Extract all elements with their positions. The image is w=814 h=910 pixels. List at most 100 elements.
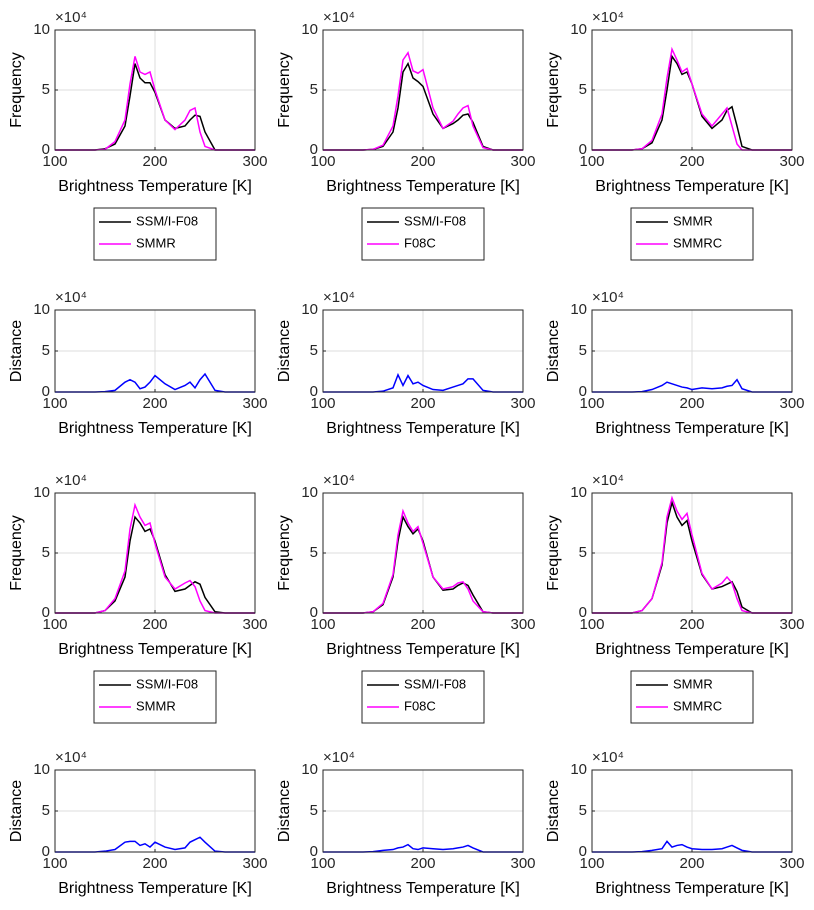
panel: 100 200 300 0 5 10 ×10⁴ Frequency Brightness Tem… bbox=[8, 9, 268, 261]
y-axis-label: Distance bbox=[8, 780, 25, 842]
x-tick-label: 300 bbox=[242, 395, 267, 412]
x-tick-label: 100 bbox=[42, 395, 67, 412]
y-tick-label: 5 bbox=[42, 544, 50, 561]
axes-box bbox=[322, 309, 524, 393]
x-tick-label: 300 bbox=[779, 855, 804, 872]
legend-label: SSM/I-F08 bbox=[404, 676, 466, 691]
x-tick-label: 200 bbox=[410, 855, 435, 872]
panel: 100 200 300 0 5 10 ×10⁴ Distance Brightness Temp… bbox=[8, 289, 267, 437]
axes-box bbox=[54, 492, 256, 614]
panel: 100 200 300 0 5 10 ×10⁴ Frequency Brightness Tem… bbox=[8, 472, 268, 724]
legend-label: SMMR bbox=[136, 235, 176, 250]
x-tick-label: 300 bbox=[779, 153, 804, 170]
x-axis-label: Brightness Temperature [K] bbox=[595, 420, 789, 437]
legend-box bbox=[93, 207, 217, 261]
y-multiplier: ×10⁴ bbox=[592, 749, 624, 766]
panel: 100 200 300 0 5 10 ×10⁴ Distance Brightness Temp… bbox=[545, 749, 804, 897]
x-tick-label: 300 bbox=[510, 153, 535, 170]
y-tick-label: 10 bbox=[33, 484, 50, 501]
y-axis-label: Frequency bbox=[276, 52, 293, 128]
legend-label: SMMR bbox=[136, 698, 176, 713]
x-tick-label: 200 bbox=[679, 616, 704, 633]
y-axis-label: Frequency bbox=[276, 515, 293, 591]
x-tick-label: 200 bbox=[679, 153, 704, 170]
y-tick-label: 0 bbox=[579, 383, 587, 400]
legend-label: SMMR bbox=[673, 213, 713, 228]
x-axis-label: Brightness Temperature [K] bbox=[58, 420, 252, 437]
x-tick-label: 100 bbox=[579, 153, 604, 170]
axes-box bbox=[591, 29, 793, 151]
data-line bbox=[592, 840, 792, 853]
y-axis-label: Frequency bbox=[545, 515, 562, 591]
y-multiplier: ×10⁴ bbox=[592, 9, 624, 26]
x-tick-label: 300 bbox=[779, 616, 804, 633]
legend-label: SMMRC bbox=[673, 698, 722, 713]
x-tick-label: 100 bbox=[310, 153, 335, 170]
y-tick-label: 0 bbox=[310, 843, 318, 860]
x-tick-label: 300 bbox=[242, 616, 267, 633]
y-multiplier: ×10⁴ bbox=[592, 472, 624, 489]
panel: 100 200 300 0 5 10 ×10⁴ Frequency Brightness Tem… bbox=[545, 9, 805, 261]
axes-box bbox=[322, 769, 524, 853]
x-tick-label: 200 bbox=[142, 616, 167, 633]
y-tick-label: 0 bbox=[42, 604, 50, 621]
y-tick-label: 10 bbox=[570, 484, 587, 501]
x-tick-label: 200 bbox=[410, 616, 435, 633]
y-tick-label: 10 bbox=[570, 301, 587, 318]
panel: 100 200 300 0 5 10 ×10⁴ Distance Brightness Temp… bbox=[276, 289, 535, 437]
y-tick-label: 0 bbox=[42, 843, 50, 860]
y-tick-label: 5 bbox=[310, 802, 318, 819]
x-axis-label: Brightness Temperature [K] bbox=[326, 420, 520, 437]
y-tick-label: 5 bbox=[42, 802, 50, 819]
x-axis-label: Brightness Temperature [K] bbox=[595, 178, 789, 195]
y-tick-label: 5 bbox=[310, 544, 318, 561]
data-line bbox=[55, 502, 255, 614]
x-axis-label: Brightness Temperature [K] bbox=[58, 178, 252, 195]
x-axis-label: Brightness Temperature [K] bbox=[595, 641, 789, 658]
y-axis-label: Distance bbox=[8, 320, 25, 382]
y-multiplier: ×10⁴ bbox=[323, 472, 355, 489]
axes-box bbox=[591, 309, 793, 393]
data-line bbox=[592, 46, 792, 151]
y-tick-label: 10 bbox=[570, 761, 587, 778]
x-tick-label: 100 bbox=[579, 855, 604, 872]
y-axis-label: Frequency bbox=[545, 52, 562, 128]
legend-box bbox=[361, 670, 485, 724]
x-axis-label: Brightness Temperature [K] bbox=[326, 641, 520, 658]
data-line bbox=[592, 495, 792, 614]
y-multiplier: ×10⁴ bbox=[592, 289, 624, 306]
legend-box bbox=[93, 670, 217, 724]
x-axis-label: Brightness Temperature [K] bbox=[595, 880, 789, 897]
x-axis-label: Brightness Temperature [K] bbox=[58, 880, 252, 897]
x-tick-label: 200 bbox=[679, 395, 704, 412]
legend-box bbox=[630, 670, 754, 724]
y-multiplier: ×10⁴ bbox=[55, 749, 87, 766]
y-axis-label: Distance bbox=[545, 780, 562, 842]
x-tick-label: 300 bbox=[510, 855, 535, 872]
legend-label: SSM/I-F08 bbox=[404, 213, 466, 228]
y-multiplier: ×10⁴ bbox=[323, 289, 355, 306]
y-multiplier: ×10⁴ bbox=[55, 289, 87, 306]
legend-box bbox=[361, 207, 485, 261]
y-tick-label: 0 bbox=[310, 604, 318, 621]
y-axis-label: Distance bbox=[545, 320, 562, 382]
y-multiplier: ×10⁴ bbox=[55, 9, 87, 26]
y-tick-label: 5 bbox=[579, 802, 587, 819]
data-line bbox=[323, 508, 523, 614]
y-tick-label: 5 bbox=[42, 81, 50, 98]
y-axis-label: Frequency bbox=[8, 515, 25, 591]
y-tick-label: 5 bbox=[579, 81, 587, 98]
data-line bbox=[592, 378, 792, 393]
y-tick-label: 5 bbox=[579, 544, 587, 561]
y-tick-label: 5 bbox=[579, 342, 587, 359]
y-tick-label: 0 bbox=[310, 383, 318, 400]
legend-label: SMMRC bbox=[673, 235, 722, 250]
x-tick-label: 200 bbox=[410, 153, 435, 170]
y-tick-label: 0 bbox=[579, 604, 587, 621]
y-tick-label: 10 bbox=[33, 761, 50, 778]
x-tick-label: 300 bbox=[510, 395, 535, 412]
axes-box bbox=[54, 769, 256, 853]
axes-box bbox=[322, 492, 524, 614]
x-tick-label: 100 bbox=[42, 855, 67, 872]
data-line bbox=[55, 372, 255, 393]
